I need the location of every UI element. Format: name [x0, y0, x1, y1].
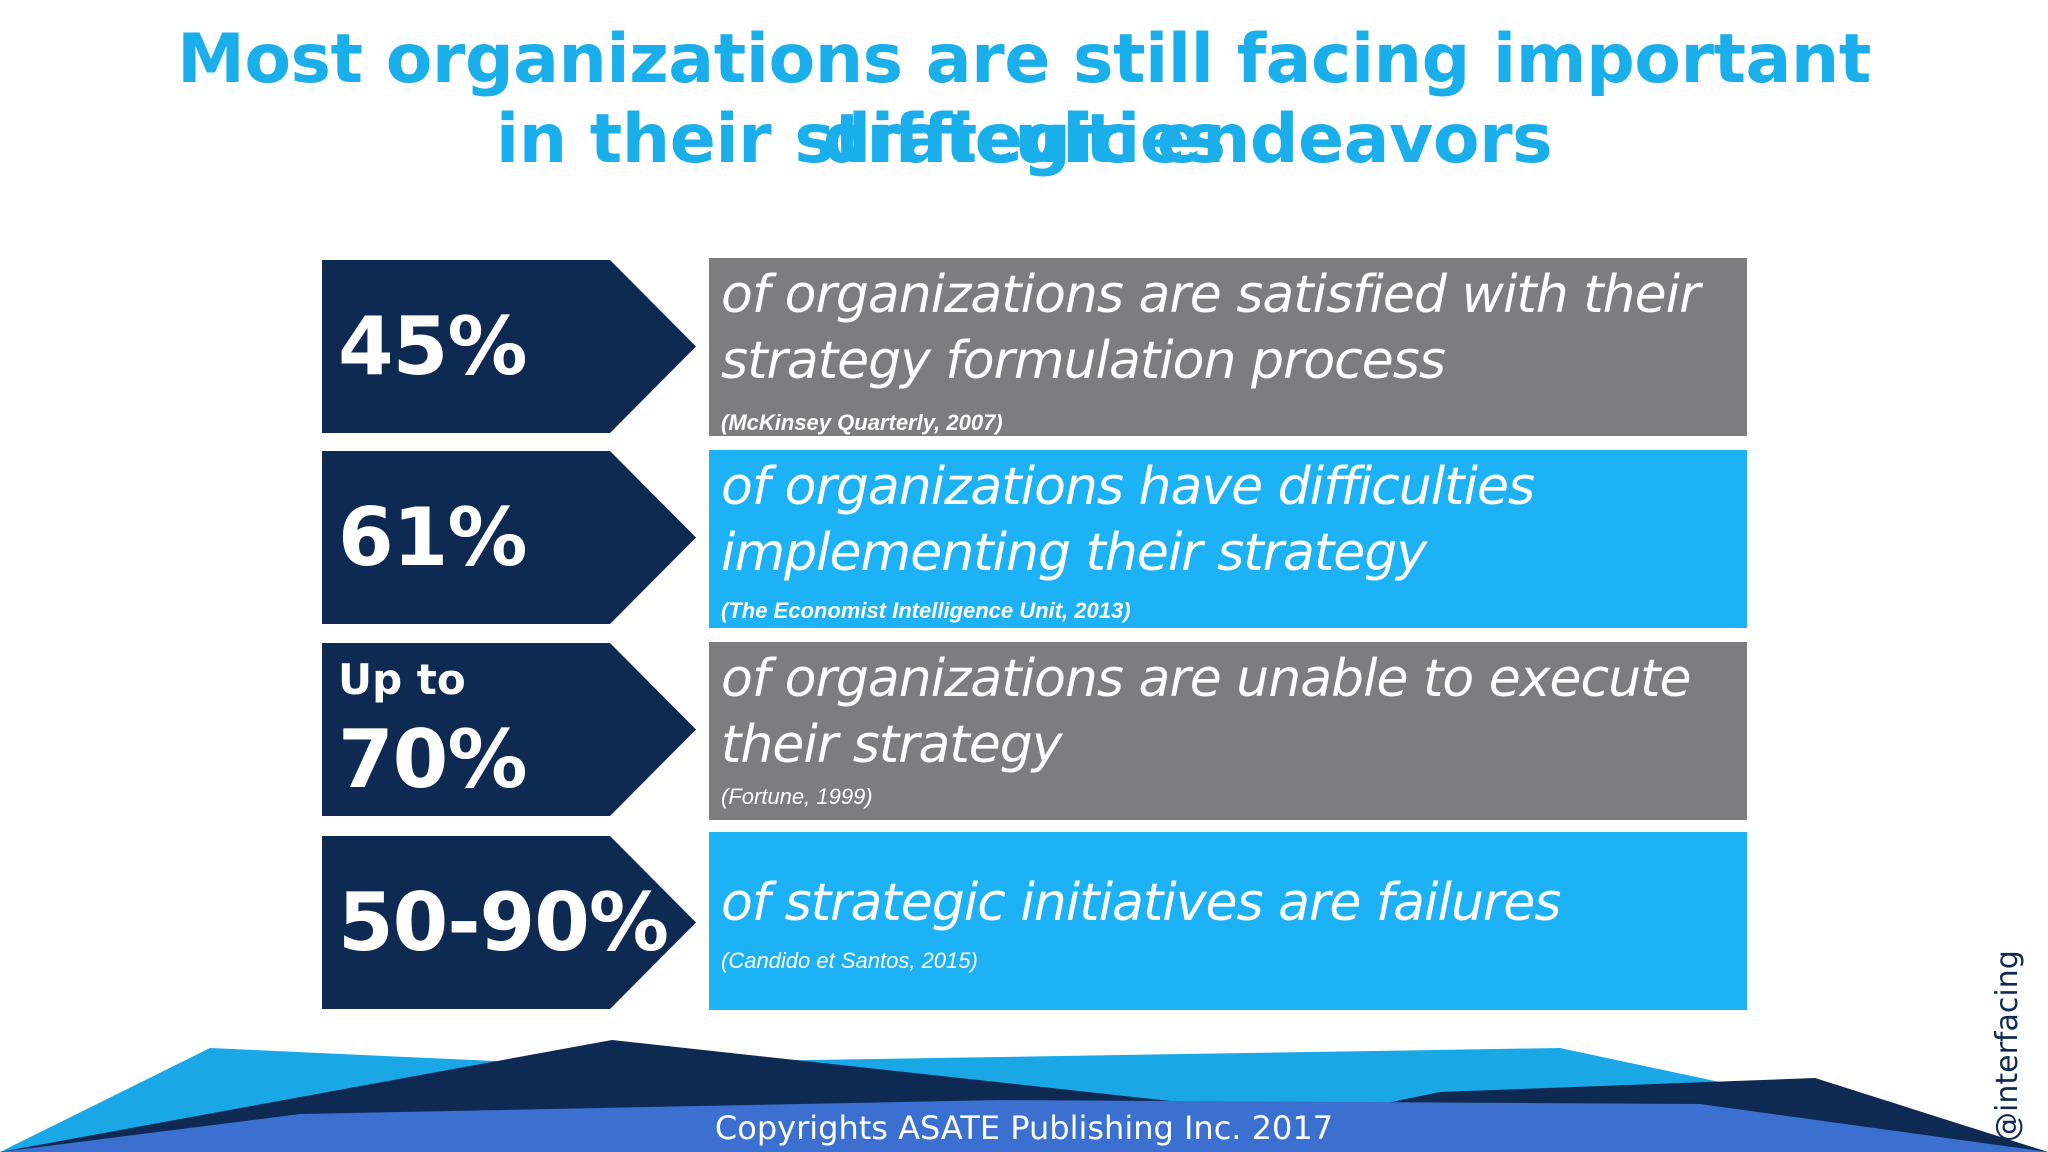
mountain-blue-band — [0, 1100, 2048, 1152]
social-handle: @interfacing — [1990, 950, 2025, 1142]
statement-text-2: of organizations have difficulties imple… — [721, 457, 1535, 583]
statement-source-3: (Fortune, 1999) — [721, 784, 873, 809]
stat-value-3: 70% — [338, 713, 527, 806]
mountain-decoration — [0, 1040, 2048, 1152]
statement-text-1: of organizations are satisfied with thei… — [721, 265, 1700, 391]
statement-source-1: (McKinsey Quarterly, 2007) — [721, 410, 1003, 435]
copyright-text: Copyrights ASATE Publishing Inc. 2017 — [714, 1109, 1334, 1147]
stat-arrow-2: 61% — [322, 451, 696, 624]
statement-box-3: of organizations are unable to execute t… — [709, 642, 1747, 820]
stat-arrow-1: 45% — [322, 260, 696, 433]
statement-box-1: of organizations are satisfied with thei… — [709, 258, 1747, 436]
stat-arrow-4: 50-90% — [322, 836, 696, 1009]
statement-source-4: (Candido et Santos, 2015) — [721, 948, 978, 973]
stat-value-2: 61% — [338, 491, 527, 584]
statement-text-4: of strategic initiatives are failures — [721, 873, 1561, 933]
stat-value-4: 50-90% — [338, 876, 669, 969]
slide-title-line-1: Most organizations are still facing impo… — [177, 20, 1871, 179]
slide-title-line-2: in their strategic endeavors — [495, 100, 1553, 179]
stat-prefix-3: Up to — [338, 655, 466, 704]
stat-arrow-3: Up to 70% — [322, 643, 696, 816]
statement-box-2: of organizations have difficulties imple… — [709, 450, 1747, 628]
statement-box-4: of strategic initiatives are failures (C… — [709, 832, 1747, 1010]
stat-value-1: 45% — [338, 300, 527, 393]
statement-text-3: of organizations are unable to execute t… — [721, 649, 1691, 775]
statement-source-2: (The Economist Intelligence Unit, 2013) — [721, 598, 1131, 623]
